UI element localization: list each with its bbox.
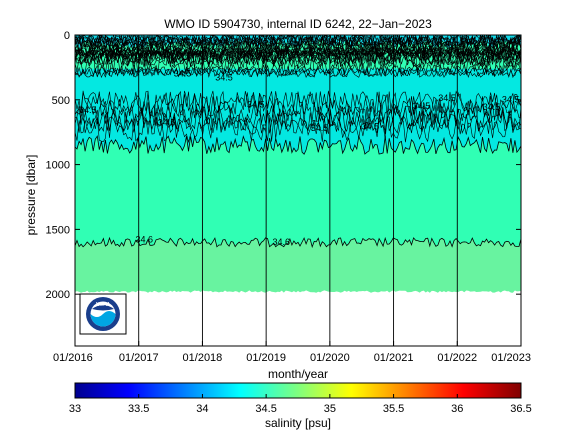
contour-lines <box>75 35 521 249</box>
contour-label: 34.5 <box>311 123 329 133</box>
y-tick-label: 0 <box>64 30 70 42</box>
contour-intermediate <box>75 105 521 133</box>
x-tick-label: 01/2021 <box>374 352 414 364</box>
x-tick-label: 01/2019 <box>246 352 286 364</box>
colorbar <box>74 382 522 399</box>
contour-label: 34.5 <box>483 102 501 112</box>
chart-title: WMO ID 5904730, internal ID 6242, 22−Jan… <box>164 17 432 31</box>
x-tick-label: 01/2016 <box>53 352 93 364</box>
y-axis-label: pressure [dbar] <box>24 155 38 236</box>
x-tick-label: 01/2017 <box>119 352 159 364</box>
contour-intermediate <box>75 90 521 118</box>
contour-surface <box>75 62 521 76</box>
noaa-logo: NOAA <box>79 293 127 335</box>
colorbar-tick-label: 35.5 <box>383 403 404 415</box>
contour-surface <box>75 46 521 57</box>
contour-surface <box>75 66 521 78</box>
colorbar-ticks: 33 33.5 34 34.5 35 35.5 36 36.5 <box>69 394 532 415</box>
x-tick-label: 01/2023 <box>491 352 531 364</box>
colorbar-tick-label: 33.5 <box>128 403 149 415</box>
x-tick-label: 01/2018 <box>183 352 223 364</box>
contour-label: 34.5 <box>413 101 431 111</box>
contour-label: 34.5 <box>502 94 520 104</box>
contour-surface <box>75 35 521 47</box>
x-axis-ticks: 01/2016 01/2017 01/2018 01/2019 01/2020 01/20… <box>53 341 531 364</box>
y-tick-label: 500 <box>52 95 70 107</box>
x-tick-label: 01/2020 <box>310 352 350 364</box>
contour-34-6 <box>75 236 521 249</box>
profile-year-lines <box>138 35 458 346</box>
logo-text: NOAA <box>96 302 111 308</box>
contour-label: 34.6 <box>136 234 154 244</box>
contour-surface <box>75 49 521 68</box>
colorbar-tick-label: 33 <box>69 403 81 415</box>
contour-label: 34.5 <box>362 122 380 132</box>
colorbar-tick-label: 35 <box>324 403 336 415</box>
contour-label: 34.5 <box>215 72 233 82</box>
colorbar-tick-label: 34.5 <box>255 403 276 415</box>
colorbar-tick-label: 36.5 <box>510 403 531 415</box>
contour-surface <box>75 35 521 59</box>
contour-34-5 <box>75 134 521 155</box>
x-tick-label: 01/2022 <box>437 352 477 364</box>
plot-frame <box>74 34 522 347</box>
y-axis-ticks: 0 500 1000 1500 2000 <box>46 30 521 301</box>
salinity-layer-deep <box>75 237 521 293</box>
contour-label: 34.5 <box>174 69 192 79</box>
y-tick-label: 1500 <box>46 224 70 236</box>
y-tick-label: 2000 <box>46 289 70 301</box>
colorbar-tick-label: 36 <box>451 403 463 415</box>
contour-surface <box>75 67 521 79</box>
contour-surface <box>75 45 521 62</box>
colorbar-label: salinity [psu] <box>265 416 331 430</box>
contour-label: 34.5 <box>438 93 456 103</box>
contour-labels: 34.534.634.534.5 34.534.534.634.5 34.534.5… <box>79 69 519 247</box>
colorbar-tick-label: 34 <box>196 403 208 415</box>
x-axis-label: month/year <box>268 367 328 381</box>
y-tick-label: 1000 <box>46 160 70 172</box>
contour-label: 34.5 <box>158 118 176 128</box>
contour-label: 34.5 <box>79 105 97 115</box>
contour-label: 34.5 <box>247 100 265 110</box>
contour-label: 34.6 <box>273 237 291 247</box>
